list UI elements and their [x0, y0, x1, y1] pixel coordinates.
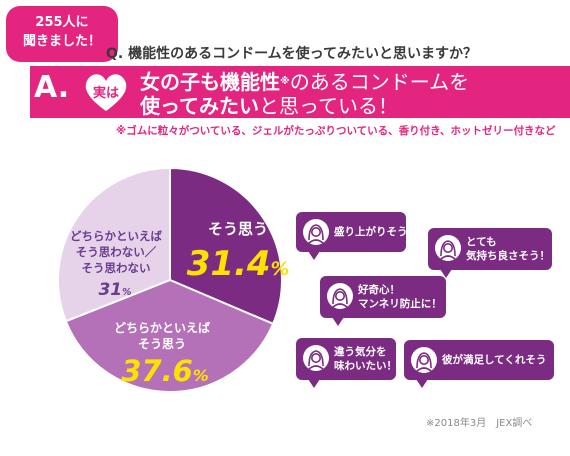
reason-text-feels-good-line-1: とても — [466, 236, 497, 248]
reason-bubble-feels-good: とても気持ち良さそう！ — [428, 228, 552, 278]
woman-avatar-icon — [435, 235, 461, 261]
reason-text-different-mood-line-2: 味わいたい！ — [334, 360, 397, 372]
reason-bubble-different-mood: 違う気分を味わいたい！ — [296, 338, 397, 388]
survey-badge: 255人に聞きました！ — [6, 6, 118, 62]
pie-slice-somewhat_yes — [64, 278, 275, 393]
heart-icon — [85, 74, 127, 111]
answer-letter: A. — [34, 70, 70, 105]
reason-bubble-curious: 好奇心！ マンネリ防止に！ — [320, 276, 446, 326]
reason-text-partner-satisfied-line-1: 彼が満足してくれそう — [442, 354, 547, 366]
slice-label-somewhat-yes-line-2: そう思う — [137, 337, 186, 351]
slice-value-yes-number: 31.4 — [186, 244, 271, 284]
answer-headline: 女の子も機能性※のあるコンドームを 使ってみたいと思っている！ — [140, 70, 469, 118]
slice-value-no-unit: % — [122, 287, 132, 298]
reason-text-feels-good: とても気持ち良さそう！ — [466, 228, 550, 270]
woman-avatar-icon — [303, 219, 329, 245]
slice-value-somewhat-yes-unit: % — [192, 366, 209, 385]
heart-label: 実は — [92, 86, 119, 101]
reason-bubble-partner-satisfied: 彼が満足してくれそう — [404, 340, 554, 388]
headline-rest-1: のあるコンドームを — [289, 70, 470, 94]
pie-chart — [56, 166, 284, 394]
reason-text-partner-satisfied: 彼が満足してくれそう — [442, 340, 546, 380]
headline-footnote-mark: ※ — [280, 76, 290, 87]
reason-text-different-mood-line-1: 違う気分を — [334, 346, 387, 358]
reason-text-curious-line-1: 好奇心！ — [358, 284, 400, 296]
slice-label-no-line-1: どちらかといえば — [70, 229, 162, 243]
badge-line-1: 255人に — [35, 15, 89, 30]
reason-text-different-mood: 違う気分を味わいたい！ — [334, 338, 397, 380]
woman-avatar-icon — [327, 283, 353, 309]
slice-label-somewhat-yes: どちらかといえば そう思う — [92, 320, 232, 352]
headline-emphasis-2: 使ってみたい — [140, 94, 259, 118]
slice-value-yes: 31.4% — [178, 244, 298, 284]
survey-question: Q. 機能性のあるコンドームを使ってみたいと思いますか？ — [106, 46, 477, 62]
woman-avatar-icon — [303, 345, 329, 371]
pie-slice-no — [57, 166, 171, 323]
slice-label-yes: そう思う — [207, 220, 268, 238]
reason-text-excited: 盛り上がりそう！ — [334, 212, 418, 252]
slice-label-no: どちらかといえば そう思わない／ そう思わない — [52, 228, 180, 276]
headline-emphasis-1: 女の子も機能性 — [140, 70, 280, 94]
slice-value-somewhat-yes: 37.6% — [100, 354, 230, 388]
reason-bubble-excited: 盛り上がりそう！ — [296, 212, 418, 260]
slice-value-no-number: 31 — [98, 280, 123, 300]
slice-label-somewhat-yes-line-1: どちらかといえば — [113, 321, 210, 335]
reason-text-feels-good-line-2: 気持ち良さそう！ — [466, 250, 550, 262]
slice-label-no-line-3: そう思わない — [81, 261, 151, 275]
reason-text-curious: 好奇心！ マンネリ防止に！ — [358, 276, 442, 318]
slice-value-somewhat-yes-number: 37.6 — [121, 354, 193, 388]
pie-slice-yes — [169, 166, 283, 326]
slice-value-yes-unit: % — [270, 259, 290, 280]
slice-value-no: 31% — [60, 280, 170, 300]
answer-footnote: ※ゴムに粒々がついている、ジェルがたっぷりついている、香り付き、ホットゼリー付き… — [116, 125, 556, 137]
woman-avatar-icon — [411, 347, 437, 373]
headline-rest-2: と思っている！ — [259, 94, 398, 118]
slice-label-no-line-2: そう思わない／ — [75, 245, 157, 259]
survey-credit: ※2018年3月 JEX調べ — [426, 418, 533, 429]
badge-line-2: 聞きました！ — [22, 34, 101, 49]
reason-text-excited-line-1: 盛り上がりそう！ — [334, 226, 418, 238]
reason-text-curious-line-2: マンネリ防止に！ — [358, 298, 442, 310]
